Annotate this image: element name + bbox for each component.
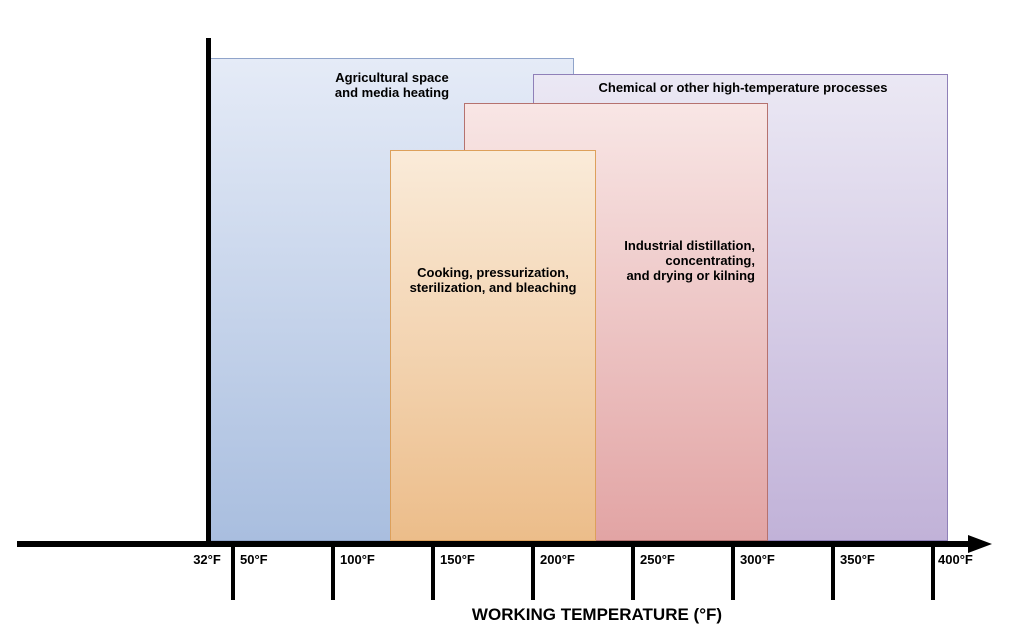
x-axis-line [17, 541, 973, 547]
tick-100f [331, 547, 335, 600]
tick-400f [931, 547, 935, 600]
tick-150f [431, 547, 435, 600]
x-axis-title: WORKING TEMPERATURE (°F) [471, 605, 723, 624]
label-agricultural: Agricultural space and media heating [334, 70, 450, 100]
tick-250f [631, 547, 635, 600]
tick-label-350f: 350°F [840, 552, 875, 567]
y-axis-line [206, 38, 211, 545]
tick-label-400f: 400°F [938, 552, 973, 567]
tick-label-100f: 100°F [340, 552, 375, 567]
x-axis-arrow-icon [968, 535, 992, 553]
label-industrial: Industrial distillation, concentrating, … [624, 238, 755, 283]
tick-label-32f: 32°F [193, 552, 221, 567]
label-cooking: Cooking, pressurization, sterilization, … [409, 265, 577, 295]
tick-200f [531, 547, 535, 600]
tick-label-300f: 300°F [740, 552, 775, 567]
tick-300f [731, 547, 735, 600]
tick-350f [831, 547, 835, 600]
tick-label-150f: 150°F [440, 552, 475, 567]
label-chemical: Chemical or other high-temperature proce… [598, 80, 888, 95]
tick-label-50f: 50°F [240, 552, 268, 567]
tick-50f [231, 547, 235, 600]
tick-label-250f: 250°F [640, 552, 675, 567]
range-box-cooking [390, 150, 596, 541]
tick-label-200f: 200°F [540, 552, 575, 567]
